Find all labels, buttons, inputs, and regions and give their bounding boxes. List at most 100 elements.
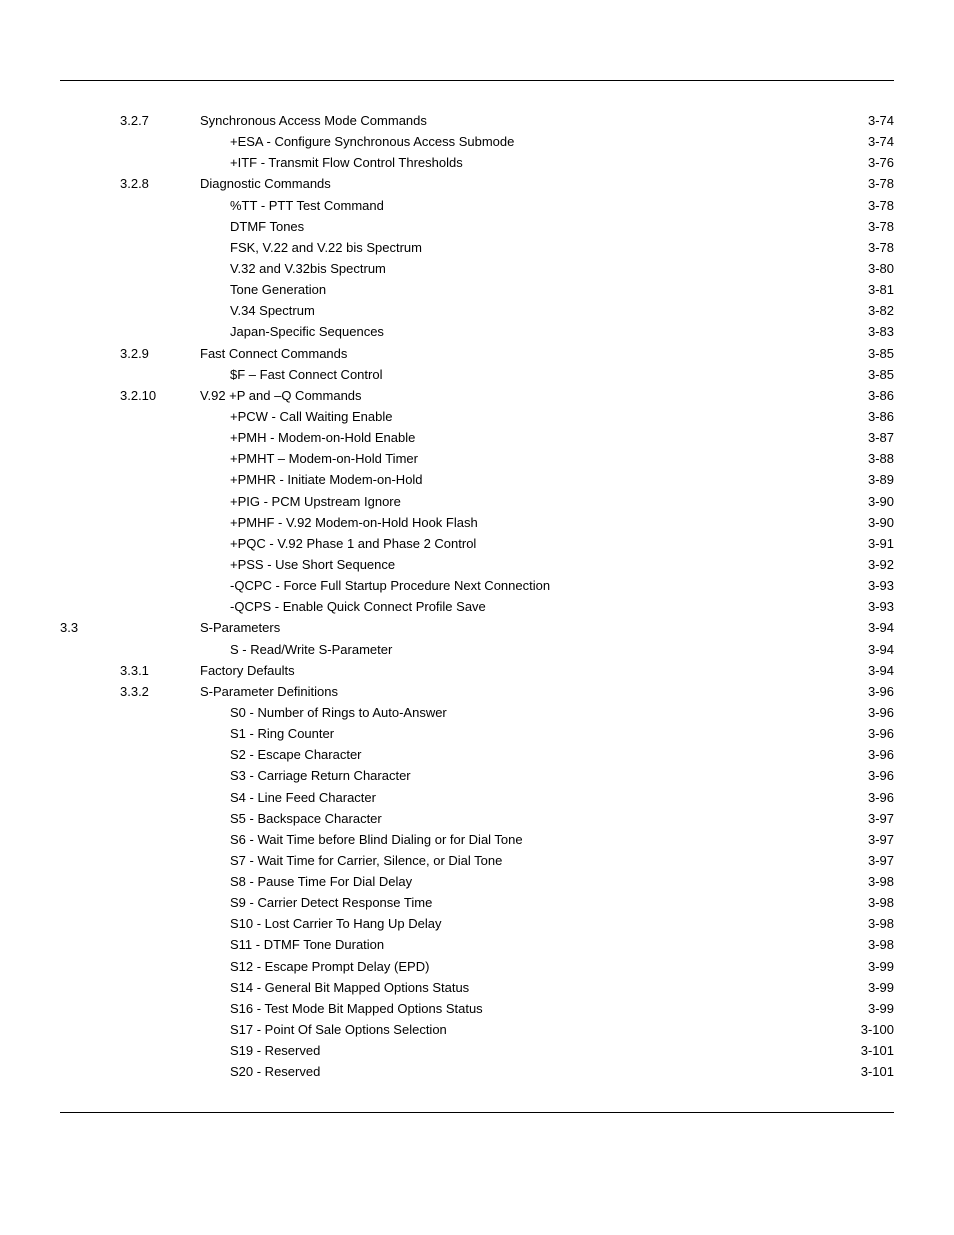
toc-section-number: 3.3 xyxy=(60,618,120,638)
toc-page-number: 3-78 xyxy=(868,217,894,237)
toc-row: S20 - Reserved3-101 xyxy=(60,1062,894,1082)
toc-row: S11 - DTMF Tone Duration3-98 xyxy=(60,935,894,955)
toc-subsection-number: 3.3.2 xyxy=(120,682,200,702)
toc-row: +PMHT – Modem-on-Hold Timer3-88 xyxy=(60,449,894,469)
toc-entry-title: +PMH - Modem-on-Hold Enable xyxy=(230,428,415,448)
toc-page-number: 3-98 xyxy=(868,914,894,934)
toc-entry-title: S6 - Wait Time before Blind Dialing or f… xyxy=(230,830,523,850)
toc-page-number: 3-85 xyxy=(868,344,894,364)
toc-page-number: 3-74 xyxy=(868,132,894,152)
toc-entry-title: %TT - PTT Test Command xyxy=(230,196,384,216)
toc-page-number: 3-90 xyxy=(868,492,894,512)
toc-row: +PMHF - V.92 Modem-on-Hold Hook Flash3-9… xyxy=(60,513,894,533)
toc-page-number: 3-80 xyxy=(868,259,894,279)
toc-subsection-number: 3.3.1 xyxy=(120,661,200,681)
toc-entry-title: S1 - Ring Counter xyxy=(230,724,334,744)
toc-row: +ESA - Configure Synchronous Access Subm… xyxy=(60,132,894,152)
toc-row: S5 - Backspace Character 3-97 xyxy=(60,809,894,829)
toc-row: 3.3 S-Parameters 3-94 xyxy=(60,618,894,638)
toc-page-number: 3-78 xyxy=(868,196,894,216)
toc-entry-title: FSK, V.22 and V.22 bis Spectrum xyxy=(230,238,422,258)
toc-row: S17 - Point Of Sale Options Selection 3-1… xyxy=(60,1020,894,1040)
toc-row: S12 - Escape Prompt Delay (EPD) 3-99 xyxy=(60,957,894,977)
toc-row: -QCPS - Enable Quick Connect Profile Sav… xyxy=(60,597,894,617)
toc-row: S14 - General Bit Mapped Options Status3… xyxy=(60,978,894,998)
toc-entry-title: Japan-Specific Sequences xyxy=(230,322,384,342)
toc-page-number: 3-92 xyxy=(868,555,894,575)
toc-row: +PSS - Use Short Sequence 3-92 xyxy=(60,555,894,575)
toc-page-number: 3-94 xyxy=(868,618,894,638)
toc-page-number: 3-74 xyxy=(868,111,894,131)
toc-row: V.34 Spectrum3-82 xyxy=(60,301,894,321)
toc-row: S2 - Escape Character3-96 xyxy=(60,745,894,765)
toc-page-number: 3-97 xyxy=(868,830,894,850)
toc-row: 3.3.1Factory Defaults3-94 xyxy=(60,661,894,681)
toc-row: +ITF - Transmit Flow Control Thresholds3… xyxy=(60,153,894,173)
toc-page-number: 3-96 xyxy=(868,745,894,765)
toc-entry-title: Tone Generation xyxy=(230,280,326,300)
toc-entry-title: +PSS - Use Short Sequence xyxy=(230,555,395,575)
toc-page-number: 3-101 xyxy=(861,1062,894,1082)
toc-row: +PIG - PCM Upstream Ignore3-90 xyxy=(60,492,894,512)
toc-row: %TT - PTT Test Command 3-78 xyxy=(60,196,894,216)
toc-entry-title: V.34 Spectrum xyxy=(230,301,315,321)
toc-page-number: 3-97 xyxy=(868,809,894,829)
toc-page-number: 3-86 xyxy=(868,386,894,406)
toc-subsection-number: 3.2.8 xyxy=(120,174,200,194)
toc-row: +PMHR - Initiate Modem-on-Hold 3-89 xyxy=(60,470,894,490)
toc-entry-title: S12 - Escape Prompt Delay (EPD) xyxy=(230,957,429,977)
top-rule xyxy=(60,80,894,81)
toc-entry-title: S8 - Pause Time For Dial Delay xyxy=(230,872,412,892)
toc-row: 3.2.10V.92 +P and –Q Commands3-86 xyxy=(60,386,894,406)
toc-entry-title: -QCPS - Enable Quick Connect Profile Sav… xyxy=(230,597,486,617)
toc-page-number: 3-96 xyxy=(868,724,894,744)
toc-page-number: 3-90 xyxy=(868,513,894,533)
toc-row: FSK, V.22 and V.22 bis Spectrum3-78 xyxy=(60,238,894,258)
toc-page-number: 3-96 xyxy=(868,766,894,786)
toc-page-number: 3-96 xyxy=(868,788,894,808)
bottom-rule xyxy=(60,1112,894,1113)
toc-row: S - Read/Write S-Parameter3-94 xyxy=(60,640,894,660)
toc-row: S16 - Test Mode Bit Mapped Options Statu… xyxy=(60,999,894,1019)
toc-row: Tone Generation 3-81 xyxy=(60,280,894,300)
toc-page-number: 3-100 xyxy=(861,1020,894,1040)
toc-page-number: 3-93 xyxy=(868,597,894,617)
toc-entry-title: S5 - Backspace Character xyxy=(230,809,382,829)
toc-page-number: 3-91 xyxy=(868,534,894,554)
toc-entry-title: +ESA - Configure Synchronous Access Subm… xyxy=(230,132,514,152)
toc-page-number: 3-98 xyxy=(868,893,894,913)
toc-entry-title: S0 - Number of Rings to Auto-Answer xyxy=(230,703,447,723)
toc-page-number: 3-96 xyxy=(868,703,894,723)
toc-page-number: 3-101 xyxy=(861,1041,894,1061)
toc-row: 3.2.7Synchronous Access Mode Commands3-7… xyxy=(60,111,894,131)
toc-page-number: 3-96 xyxy=(868,682,894,702)
toc-row: S4 - Line Feed Character3-96 xyxy=(60,788,894,808)
toc-row: 3.2.9Fast Connect Commands3-85 xyxy=(60,344,894,364)
toc-entry-title: S17 - Point Of Sale Options Selection xyxy=(230,1020,447,1040)
toc-page-number: 3-99 xyxy=(868,957,894,977)
toc-entry-title: +PCW - Call Waiting Enable xyxy=(230,407,392,427)
toc-entry-title: $F – Fast Connect Control xyxy=(230,365,382,385)
toc-entry-title: Fast Connect Commands xyxy=(200,344,347,364)
toc-page-number: 3-98 xyxy=(868,872,894,892)
toc-page-number: 3-97 xyxy=(868,851,894,871)
toc-row: +PCW - Call Waiting Enable3-86 xyxy=(60,407,894,427)
toc-row: S8 - Pause Time For Dial Delay 3-98 xyxy=(60,872,894,892)
toc-page-number: 3-83 xyxy=(868,322,894,342)
toc-page-number: 3-78 xyxy=(868,174,894,194)
toc-page-number: 3-98 xyxy=(868,935,894,955)
toc-page-number: 3-89 xyxy=(868,470,894,490)
toc-page-number: 3-81 xyxy=(868,280,894,300)
toc-row: V.32 and V.32bis Spectrum3-80 xyxy=(60,259,894,279)
toc-row: S1 - Ring Counter 3-96 xyxy=(60,724,894,744)
toc-row: DTMF Tones 3-78 xyxy=(60,217,894,237)
toc-entry-title: Factory Defaults xyxy=(200,661,295,681)
toc-entry-title: DTMF Tones xyxy=(230,217,304,237)
toc-entry-title: S - Read/Write S-Parameter xyxy=(230,640,392,660)
table-of-contents: 3.2.7Synchronous Access Mode Commands3-7… xyxy=(60,111,894,1082)
toc-entry-title: Diagnostic Commands xyxy=(200,174,331,194)
toc-entry-title: +PMHR - Initiate Modem-on-Hold xyxy=(230,470,423,490)
toc-entry-title: S7 - Wait Time for Carrier, Silence, or … xyxy=(230,851,502,871)
toc-entry-title: S-Parameters xyxy=(200,618,280,638)
toc-page-number: 3-85 xyxy=(868,365,894,385)
